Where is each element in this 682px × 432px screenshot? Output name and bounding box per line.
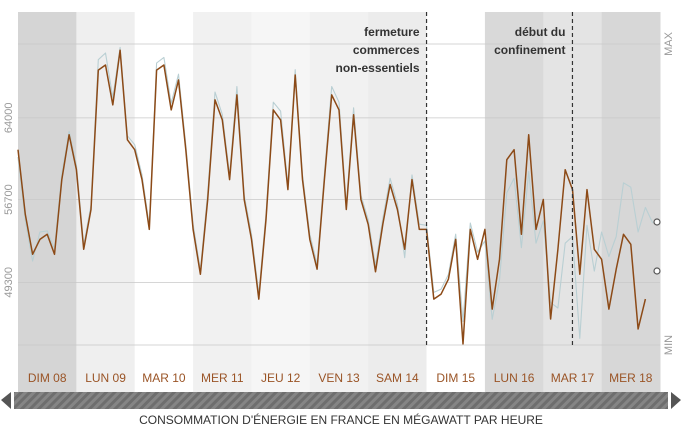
day-column	[368, 12, 428, 392]
day-column	[426, 12, 486, 392]
y-tick-label: 49300	[3, 267, 15, 298]
day-label: MAR 10	[142, 371, 186, 385]
event-label: commerces	[353, 43, 420, 57]
event-label: confinement	[494, 43, 565, 57]
day-column	[309, 12, 369, 392]
day-label: MAR 17	[551, 371, 595, 385]
day-label: LUN 09	[85, 371, 126, 385]
day-column	[484, 12, 544, 392]
background-layer: DIM 08 LUN 09 MAR 10 MER 11 JEU 12 VEN 13 SAM …	[18, 12, 661, 392]
event-label: début du	[515, 25, 566, 39]
scroll-left-arrow[interactable]	[1, 392, 11, 409]
day-label: LUN 16	[494, 371, 535, 385]
caption: CONSOMMATION D'ÉNERGIE EN FRANCE EN MÉGA…	[139, 412, 543, 427]
end-marker	[653, 267, 661, 275]
day-label: MER 11	[201, 371, 244, 385]
day-label: SAM 14	[376, 371, 419, 385]
scrollbar[interactable]	[14, 392, 668, 409]
day-label: VEN 13	[318, 371, 360, 385]
day-column	[18, 12, 77, 392]
day-label: JEU 12	[261, 371, 301, 385]
series-line	[17, 49, 647, 345]
annotation-layer: fermeture commerces non-essentiels début du…	[336, 12, 574, 345]
y-tick-label: MIN	[663, 335, 675, 355]
day-column	[601, 12, 661, 392]
day-label: DIM 15	[436, 371, 475, 385]
lines-layer	[17, 46, 654, 345]
day-column	[193, 12, 252, 392]
day-column	[76, 12, 136, 392]
end-marker	[653, 218, 661, 226]
y-tick-label: 56700	[3, 184, 15, 215]
scroll-right-arrow[interactable]	[671, 392, 681, 409]
day-column	[251, 12, 311, 392]
day-label: DIM 08	[28, 371, 67, 385]
day-label: MER 18	[609, 371, 653, 385]
event-label: fermeture	[364, 25, 420, 39]
y-tick-label: 64000	[3, 103, 15, 134]
y-tick-label: MAX	[663, 31, 675, 56]
event-label: non-essentiels	[336, 61, 420, 75]
